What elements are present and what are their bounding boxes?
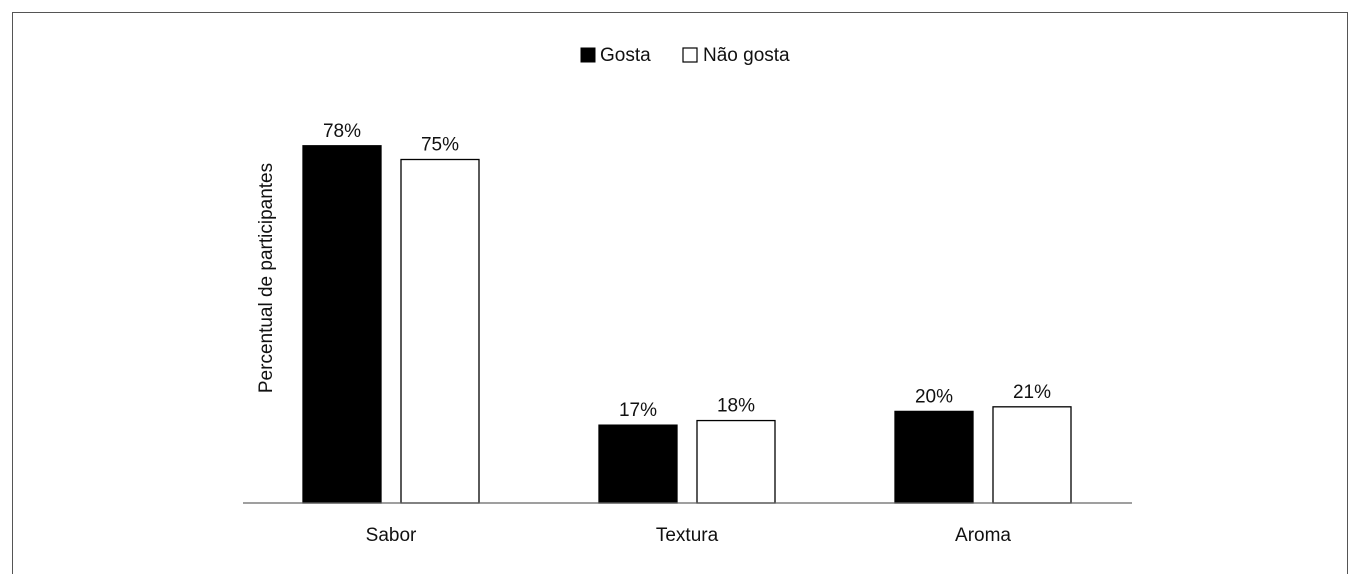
x-tick-labels: Sabor Textura Aroma [366, 525, 1012, 546]
x-tick-label-aroma: Aroma [955, 525, 1011, 546]
bar-gosta-sabor [302, 145, 382, 504]
bar-nao-gosta-sabor [400, 158, 480, 504]
bars-group: 78% 75% 17% 18% 20% 21% [302, 121, 1072, 504]
data-label-nao-gosta-textura: 18% [717, 396, 755, 417]
chart-frame [12, 12, 1348, 574]
bar-chart: Gosta Não gosta Percentual de participan… [243, 45, 1132, 546]
x-tick-label-sabor: Sabor [366, 525, 417, 546]
bar-nao-gosta-aroma [992, 406, 1072, 504]
x-tick-label-textura: Textura [656, 525, 719, 546]
y-axis-label: Percentual de participantes [256, 163, 277, 393]
bar-nao-gosta-textura [696, 419, 776, 504]
legend-swatch-nao-gosta [682, 47, 698, 63]
data-label-nao-gosta-aroma: 21% [1013, 382, 1051, 403]
data-label-gosta-sabor: 78% [323, 121, 361, 142]
bar-gosta-aroma [894, 410, 974, 504]
bar-gosta-textura [598, 424, 678, 504]
legend: Gosta Não gosta [580, 45, 790, 66]
data-label-gosta-aroma: 20% [915, 386, 953, 407]
data-label-nao-gosta-sabor: 75% [421, 135, 459, 156]
legend-swatch-gosta [580, 47, 596, 63]
legend-label-gosta: Gosta [600, 45, 651, 66]
data-label-gosta-textura: 17% [619, 400, 657, 421]
legend-label-nao-gosta: Não gosta [703, 45, 790, 66]
